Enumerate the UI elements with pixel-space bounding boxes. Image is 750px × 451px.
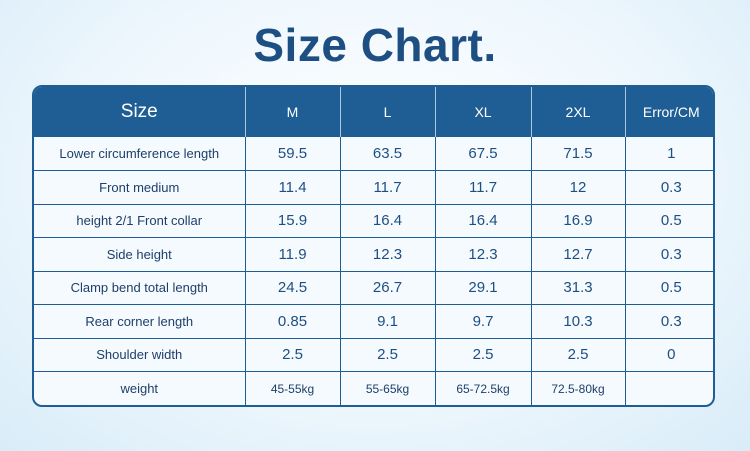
column-header-error: Error/CM: [642, 104, 700, 120]
table-cell: 16.4: [340, 204, 436, 238]
table-cell: 31.3: [531, 271, 626, 305]
table-cell: 0: [625, 338, 713, 372]
size-chart-table: Size M L XL 2XL Error/CM Lower circumfer…: [32, 85, 715, 407]
table-cell: 15.9: [245, 204, 341, 238]
table-cell: 12.3: [340, 237, 436, 272]
table-cell: 2.5: [340, 338, 436, 372]
table-cell: 16.4: [435, 204, 532, 238]
table-cell: 11.9: [245, 237, 341, 272]
row-label: Clamp bend total length: [34, 271, 246, 305]
table-cell: 11.7: [340, 170, 436, 205]
table-row: Side height 11.9 12.3 12.3 12.7 0.3: [34, 237, 713, 272]
table-cell: 24.5: [245, 271, 341, 305]
table-cell: 12: [531, 170, 626, 205]
column-header-l: L: [340, 87, 436, 137]
table-cell: 11.4: [245, 170, 341, 205]
table-header-row: Size M L XL 2XL Error/CM: [34, 87, 713, 137]
row-label: height 2/1 Front collar: [34, 204, 246, 238]
table-cell: 0.3: [625, 170, 713, 205]
column-header-2xl: 2XL: [531, 87, 626, 137]
table-cell: 26.7: [340, 271, 436, 305]
row-label: weight: [34, 371, 246, 405]
table-cell: [625, 372, 713, 406]
table-cell: 1: [625, 137, 713, 171]
table-cell: 9.1: [340, 304, 436, 339]
column-header-xl: XL: [435, 87, 532, 137]
table-cell: 59.5: [245, 137, 341, 171]
table-cell: 0.5: [625, 204, 713, 238]
table-cell: 10.3: [531, 304, 626, 339]
table-cell: 67.5: [435, 137, 532, 171]
table-cell: 9.7: [435, 304, 532, 339]
row-label: Side height: [34, 237, 246, 272]
table-row: Shoulder width 2.5 2.5 2.5 2.5 0: [34, 338, 713, 372]
table-cell: 2.5: [435, 338, 532, 372]
column-header-size: Size: [34, 87, 246, 137]
row-label: Shoulder width: [34, 338, 246, 372]
table-cell: 29.1: [435, 271, 532, 305]
table-cell: 0.3: [625, 304, 713, 339]
table-cell: 2.5: [245, 338, 341, 372]
row-label: Lower circumference length: [34, 137, 246, 171]
table-row: height 2/1 Front collar 15.9 16.4 16.4 1…: [34, 204, 713, 238]
row-label: Rear corner length: [34, 304, 246, 339]
table-row: Rear corner length 0.85 9.1 9.7 10.3 0.3: [34, 304, 713, 339]
table-row: Clamp bend total length 24.5 26.7 29.1 3…: [34, 271, 713, 305]
table-cell: 72.5-80kg: [531, 371, 626, 405]
table-row: weight 45-55kg 55-65kg 65-72.5kg 72.5-80…: [34, 371, 713, 406]
table-cell: 16.9: [531, 204, 626, 238]
table-cell: 2.5: [531, 338, 626, 372]
row-label: Front medium: [34, 170, 246, 205]
column-header-m: M: [245, 87, 341, 137]
table-cell: 55-65kg: [340, 371, 436, 405]
table-cell: 0.85: [245, 304, 341, 339]
table-row: Front medium 11.4 11.7 11.7 12 0.3: [34, 170, 713, 205]
table-cell: 12.7: [531, 237, 626, 272]
table-row: Lower circumference length 59.5 63.5 67.…: [34, 137, 713, 171]
table-cell: 0.5: [625, 271, 713, 305]
table-cell: 71.5: [531, 137, 626, 171]
table-cell: 11.7: [435, 170, 532, 205]
page-title: Size Chart.: [253, 19, 497, 71]
table-cell: 0.3: [625, 237, 713, 272]
table-cell: 63.5: [340, 137, 436, 171]
table-cell: 65-72.5kg: [435, 371, 532, 405]
table-cell: 12.3: [435, 237, 532, 272]
table-cell: 45-55kg: [245, 371, 341, 405]
